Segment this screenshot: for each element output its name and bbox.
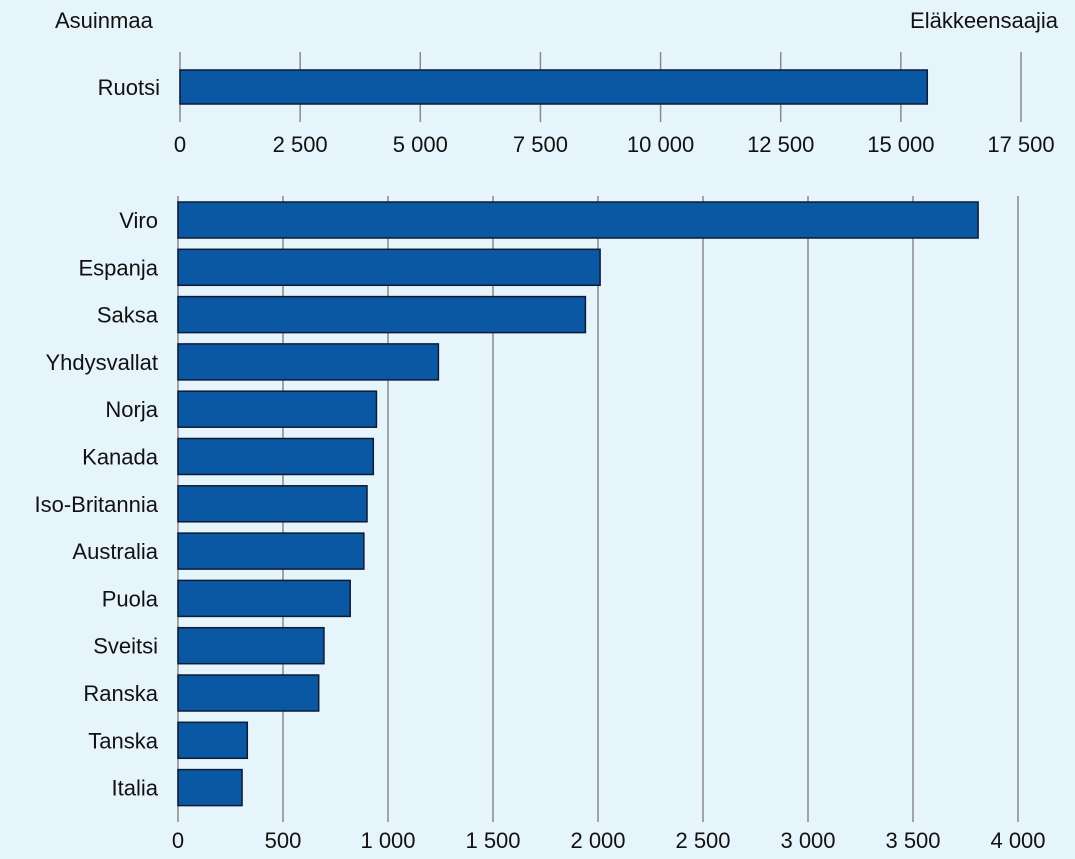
bottom-category-label: Viro [119,208,158,233]
bottom-category-label: Iso-Britannia [34,492,158,517]
bottom-category-label: Espanja [78,255,158,280]
bottom-tick-label: 1 000 [360,828,415,853]
bottom-bar-yhdysvallat [177,343,440,381]
bottom-tick-label: 2 500 [675,828,730,853]
top-tick-label: 12 500 [747,132,814,157]
top-panel: Ruotsi 0 2 500 5 000 7 500 10 000 12 500 15 000… [98,52,1055,157]
bottom-bar-australia [177,532,365,570]
header-right-label: Eläkkeensaajia [910,8,1059,33]
bottom-tick-label: 4 000 [990,828,1045,853]
bottom-tick-label: 1 500 [465,828,520,853]
top-tick-label: 10 000 [627,132,694,157]
top-tick-label: 15 000 [867,132,934,157]
top-tick-label: 7 500 [513,132,568,157]
bottom-bar-italia [177,768,243,807]
bottom-bar-viro [177,201,979,239]
top-tick-label: 17 500 [987,132,1054,157]
bottom-category-label: Tanska [88,728,158,753]
bottom-category-label: Puola [102,586,159,611]
bottom-tick-label: 3 500 [885,828,940,853]
bottom-category-label: Norja [105,397,158,422]
top-bar-ruotsi [179,69,929,105]
bottom-tick-label: 2 000 [570,828,625,853]
bottom-bar-sveitsi [177,626,325,665]
bottom-tick-label: 3 000 [780,828,835,853]
header-left-label: Asuinmaa [55,8,154,33]
bottom-panel: Viro Espanja Saksa Yhdysvallat Norja Kanada Is… [34,196,1046,853]
bottom-category-label: Kanada [82,445,159,470]
bottom-category-label: Australia [72,539,158,564]
top-tick-label: 0 [174,132,186,157]
bottom-category-label: Italia [112,776,159,801]
top-tick-label: 2 500 [273,132,328,157]
top-tick-label: 5 000 [393,132,448,157]
bottom-tick-label: 0 [172,828,184,853]
bottom-category-label: Sveitsi [93,634,158,659]
bottom-bar-kanada [177,437,375,476]
bottom-bar-espanja [177,248,601,287]
bottom-bar-tanska [177,721,249,760]
bottom-category-label: Yhdysvallat [45,350,158,375]
bottom-bar-iso-britannia [177,485,368,523]
bottom-tick-label: 500 [265,828,302,853]
bottom-bar-saksa [177,295,587,334]
bottom-bar-puola [177,579,351,618]
bottom-category-label: Ranska [83,681,158,706]
bottom-bar-ranska [177,674,320,712]
bottom-bar-norja [177,390,378,428]
top-category-label: Ruotsi [98,75,160,100]
bottom-category-label: Saksa [97,303,159,328]
